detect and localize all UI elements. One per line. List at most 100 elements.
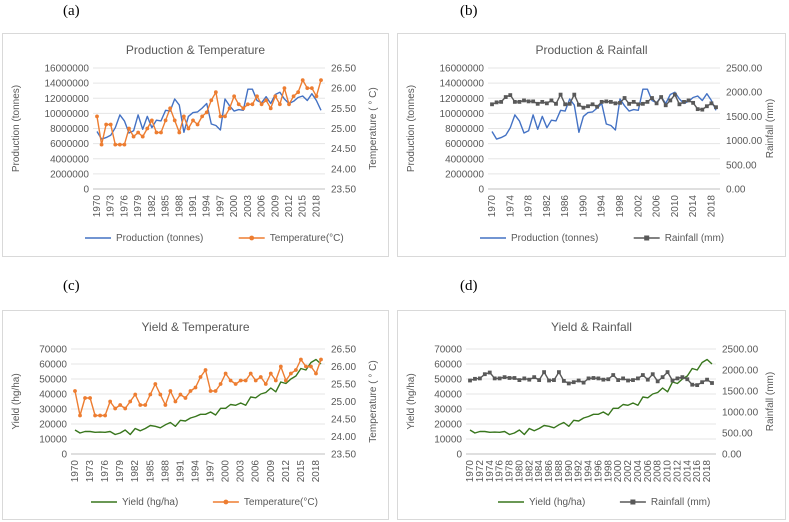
y-right-tick-label: 25.50 [331, 380, 356, 391]
data-point [561, 379, 566, 383]
x-tick-label: 1994 [202, 195, 213, 218]
data-point [537, 378, 542, 382]
data-point [243, 378, 248, 383]
legend-label: Rainfall (mm) [665, 233, 724, 244]
data-point [250, 102, 255, 107]
data-point [618, 100, 622, 105]
data-point [640, 373, 645, 377]
x-tick-label: 2010 [670, 195, 681, 218]
data-point [223, 371, 228, 376]
y-left-tick-label: 40000 [434, 390, 462, 401]
data-point [248, 371, 253, 376]
x-tick-label: 1985 [161, 195, 172, 218]
data-point [283, 378, 288, 383]
data-point [668, 98, 673, 103]
y-left-tick-label: 40000 [39, 390, 67, 401]
data-point [540, 99, 545, 104]
legend-label: Rainfall (mm) [651, 497, 710, 508]
x-tick-label: 2015 [296, 460, 307, 483]
data-point [140, 134, 145, 139]
data-point [149, 118, 154, 123]
data-point [556, 370, 561, 374]
data-point [563, 102, 568, 107]
y-right-axis-title: Rainfall (mm) [765, 99, 776, 158]
y-right-tick-label: 2500.00 [722, 345, 759, 356]
y-left-tick-label: 2000000 [445, 169, 484, 180]
data-point [191, 118, 195, 123]
data-point [590, 102, 595, 107]
x-tick-label: 1988 [174, 195, 185, 218]
data-point [127, 126, 131, 131]
x-tick-label: 1982 [147, 195, 158, 218]
x-tick-label: 1994 [190, 460, 201, 483]
data-point [118, 403, 123, 407]
data-point [492, 376, 497, 381]
y-right-tick-label: 26.50 [331, 64, 356, 75]
x-tick-label: 2004 [633, 460, 644, 483]
x-tick-label: 2018 [311, 195, 322, 218]
data-point [233, 382, 238, 386]
y-left-tick-label: 10000000 [45, 109, 90, 120]
data-point [104, 122, 109, 127]
chart-svg-b: Production & Rainfall 0 2000000 4000000 6000… [406, 43, 776, 244]
data-point [512, 99, 517, 104]
y-left-tick-label: 60000 [434, 360, 462, 371]
data-point [691, 100, 696, 105]
x-tick-label: 1988 [554, 460, 565, 483]
data-point [532, 375, 537, 380]
data-point [143, 403, 148, 407]
data-point [238, 378, 243, 383]
data-point [527, 377, 532, 382]
data-point [264, 98, 269, 103]
data-point [685, 377, 690, 382]
y-right-tick-label: 1500.00 [726, 112, 763, 123]
x-tick-label: 2014 [682, 460, 693, 483]
y-left-tick-label: 12000000 [45, 94, 90, 105]
y-right-tick-label: 500.00 [726, 160, 757, 171]
x-tick-label: 1998 [603, 460, 614, 483]
data-point [622, 96, 627, 100]
chart-svg-c: Yield & Temperature 0 10000 20000 30000 40000… [11, 320, 379, 508]
x-tick-label: 2016 [692, 460, 703, 483]
data-point [604, 99, 609, 104]
data-point [268, 106, 273, 111]
data-point [277, 102, 282, 107]
panel-label-b: (b) [460, 3, 478, 19]
data-point [245, 102, 250, 107]
data-point [650, 96, 654, 100]
y-left-tick-label: 6000000 [50, 139, 89, 150]
y-right-tick-label: 24.00 [331, 432, 356, 443]
x-tick-label: 1994 [584, 460, 595, 483]
data-point [188, 389, 193, 393]
x-tick-label: 1974 [485, 460, 496, 483]
data-point [178, 392, 183, 397]
x-tick-label: 2009 [266, 460, 277, 483]
y-right-tick-label: 26.00 [331, 362, 356, 373]
chart-svg-d: Yield & Rainfall 0 10000 20000 30000 40000 500… [406, 320, 776, 508]
data-point [113, 406, 118, 411]
data-point [549, 98, 554, 103]
y-right-axis-title: Temperature ( ° C) [368, 87, 379, 169]
x-tick-label: 1984 [534, 460, 545, 483]
data-point [596, 376, 601, 381]
y-right-tick-label: 25.50 [331, 104, 356, 115]
data-point [473, 376, 477, 381]
data-point [258, 375, 263, 379]
y-left-tick-label: 6000000 [445, 139, 484, 150]
x-tick-label: 1988 [160, 460, 171, 483]
data-point [168, 106, 173, 111]
y-left-tick-label: 30000 [434, 405, 462, 416]
data-point [552, 378, 556, 382]
legend-marker [249, 235, 255, 241]
data-point [88, 396, 92, 400]
data-point [263, 382, 268, 386]
y-left-tick-label: 14000000 [440, 79, 485, 90]
data-point [695, 107, 700, 112]
y-left-tick-label: 8000000 [50, 124, 89, 135]
data-point [154, 130, 159, 135]
x-tick-label: 1982 [542, 195, 553, 218]
data-point [581, 105, 586, 110]
y-right-axis-title: Rainfall (mm) [765, 372, 776, 431]
data-point [517, 378, 522, 382]
y-left-tick-label: 10000000 [440, 109, 485, 120]
